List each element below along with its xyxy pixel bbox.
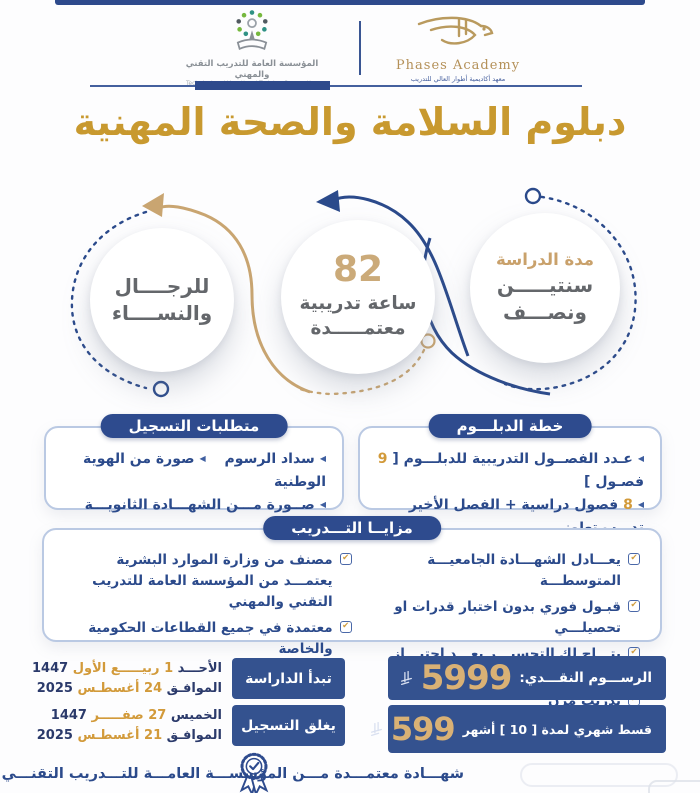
certified-medal-icon <box>239 752 269 793</box>
start-date-label: تبدأ الداراسة <box>245 670 332 687</box>
close-date-text: الخميس 27 صفـــــر 1447 الموافـق 21 أغسط… <box>37 706 222 746</box>
bullet-icon: ◀ <box>319 500 326 510</box>
flow-decoration <box>70 187 637 398</box>
plan-item-semesters: ◀عـدد الفصــول التدريبية للدبلـــوم [ 9 … <box>376 448 644 494</box>
plan-item2-number: 8 <box>623 497 633 514</box>
audience-line1: للرجــــال <box>114 274 210 298</box>
start-date-gregorian: الموافـق 24 أغسطـس 2025 <box>36 681 222 697</box>
header-divider-line <box>90 85 582 87</box>
installment-fee-box: قسط شهري لمدة [ 10 ] أشهر 599 <box>370 705 666 753</box>
requirement-item-fees: سداد الرسوم <box>224 451 315 467</box>
circle-study-duration: مدة الدراسة سنتيـــــن ونصـــف <box>470 213 620 363</box>
audience-line2: والنســــاء <box>111 301 213 325</box>
certification-statement: شهـــادة معتمـــدة مـــن المؤسســـة العا… <box>0 766 464 782</box>
header-divider-bar <box>195 81 330 90</box>
plan-item1-text: عـدد الفصــول التدريبية للدبلـــوم [ <box>387 451 633 467</box>
checkbox-icon: ✔ <box>628 553 640 565</box>
cash-fee-label: الرســـوم النقـــدي: <box>519 670 652 686</box>
training-hours-line2: معتمـــــدة <box>310 318 406 339</box>
training-benefits-heading: مزايــا التـــدريب <box>263 516 441 540</box>
close-date-label: يغلق التسجيل <box>241 717 336 734</box>
circle-training-hours: 82 ساعة تدريبية معتمـــــدة <box>281 220 435 374</box>
benefit-item: ✔ قبـول فوري بدون اختبار قدرات او تحصيلــ… <box>370 597 640 639</box>
phases-academy-logo: Phases Academy معهد أكاديمية أطوار العال… <box>383 14 533 83</box>
decorative-shape <box>520 763 678 787</box>
cash-fee-box: الرســـوم النقـــدي: 5999 <box>388 656 666 700</box>
bullet-icon: ◀ <box>637 454 644 463</box>
requirement-item-id: صورة من الهوية الوطنية <box>83 451 326 491</box>
plan-item1-suffix: فصـول ] <box>584 474 644 491</box>
page-title: دبلوم السلامة والصحة المهنية <box>73 100 627 144</box>
bullet-icon: ◀ <box>199 454 206 463</box>
cash-fee-amount: 5999 <box>420 658 513 698</box>
close-date-hijri: الخميس 27 صفـــــر 1447 <box>50 708 222 723</box>
tvtc-name-arabic: المؤسسة العامة للتدريب التقني والمهني <box>185 58 319 80</box>
registration-requirements-box: متطلبات التسجيل ◀سداد الرسوم ◀صورة من ال… <box>44 414 344 536</box>
diploma-plan-heading: خطة الدبلـــوم <box>428 414 592 438</box>
checkbox-icon: ✔ <box>339 553 352 565</box>
study-duration-value-line1: سنتيـــــن <box>496 273 594 297</box>
close-date-label-box: يغلق التسجيل <box>232 705 345 746</box>
logo-header: المؤسسة العامة للتدريب التقني والمهني Te… <box>0 9 700 87</box>
start-date-hijri: الأحـــد 1 ربيـــــع الأول 1447 <box>32 661 222 676</box>
installment-fee-label: قسط شهري لمدة [ 10 ] أشهر <box>462 721 652 737</box>
requirements-line-1: ◀ سداد الرسوم ◀صورة من الهوية الوطنية <box>62 448 326 494</box>
installment-fee-amount: 599 <box>390 710 456 748</box>
training-benefits-box: مزايــا التـــدريب ✔ يعـــادل الشهـــادة … <box>42 516 662 709</box>
checkbox-icon: ✔ <box>628 599 640 612</box>
start-date-text: الأحـــد 1 ربيـــــع الأول 1447 الموافـق… <box>32 659 222 699</box>
study-duration-label: مدة الدراسة <box>496 250 595 269</box>
benefit-item: ✔ مصنف من وزارة الموارد البشرية يعتمـــد … <box>64 550 352 613</box>
decorative-shape <box>648 780 700 793</box>
training-hours-line1: ساعة تدريبية <box>299 293 417 315</box>
diploma-plan-box: خطة الدبلـــوم ◀ عـدد الفصــول التدريبية … <box>358 414 662 536</box>
phases-name-arabic: معهد أكاديمية أطوار العالي للتدريب <box>410 74 506 83</box>
circle-audience: للرجــــال والنســــاء <box>90 228 234 372</box>
checkbox-icon: ✔ <box>339 620 352 633</box>
benefit-item: ✔ معتمدة في جميع القطاعات الحكومية والخاص… <box>64 618 352 660</box>
plan-item1-number: 9 <box>377 451 388 467</box>
top-accent-bar <box>55 0 645 5</box>
riyal-symbol-icon <box>370 721 382 736</box>
benefit-item: ✔ يعـــادل الشهـــادة الجامعيـــة المتوسط… <box>370 550 640 592</box>
bullet-icon: ◀ <box>319 454 326 463</box>
benefits-column-left: ✔ مصنف من وزارة الموارد البشرية يعتمـــد … <box>64 550 352 716</box>
logo-divider <box>359 21 361 75</box>
start-date-label-box: تبدأ الداراسة <box>232 658 345 699</box>
phases-name-english: Phases Academy <box>395 57 521 73</box>
training-hours-number: 82 <box>332 249 384 291</box>
study-duration-value-line2: ونصـــف <box>503 300 587 324</box>
riyal-symbol-icon <box>400 670 412 685</box>
tvtc-logo: المؤسسة العامة للتدريب التقني والمهني Te… <box>167 9 337 87</box>
close-date-gregorian: الموافـق 21 أغسطـس 2025 <box>36 728 222 744</box>
bullet-icon: ◀ <box>637 500 644 510</box>
registration-requirements-heading: متطلبات التسجيل <box>100 414 288 438</box>
tvtc-tree-icon <box>236 10 268 50</box>
falcon-icon <box>417 16 494 45</box>
